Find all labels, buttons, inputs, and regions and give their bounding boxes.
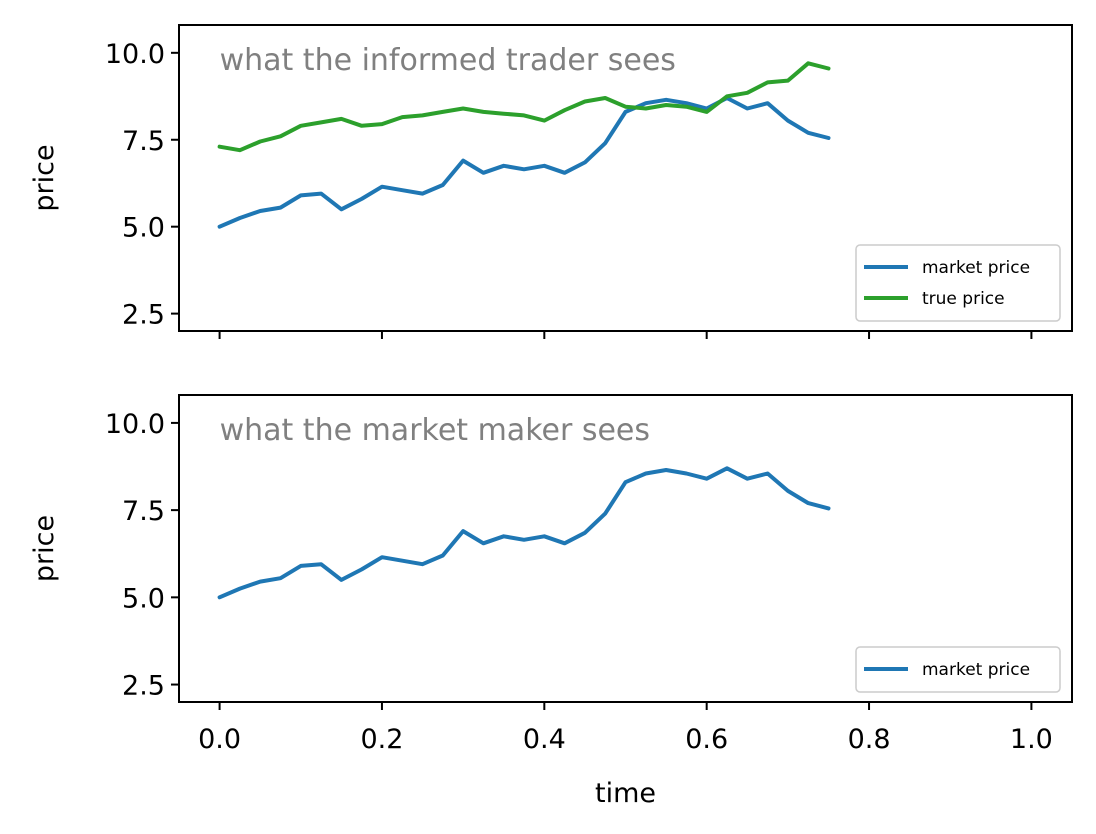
legend-box	[855, 646, 1061, 693]
y-tick-label: 5.0	[122, 213, 165, 244]
legend: market price	[855, 646, 1061, 693]
y-tick-label: 7.5	[122, 126, 165, 157]
x-tick-label: 1.0	[1010, 724, 1053, 755]
y-tick-label: 2.5	[122, 671, 165, 702]
series-line-market-price	[217, 466, 831, 600]
panel-annotation: what the informed trader sees	[220, 43, 676, 78]
x-tick-label: 0.6	[685, 724, 728, 755]
legend-label: true price	[922, 289, 1005, 309]
legend-label: market price	[922, 660, 1030, 680]
series-line-true-price	[217, 61, 831, 153]
y-axis-label: price	[29, 144, 60, 211]
axes-frame	[178, 394, 1073, 703]
y-axis-label: price	[29, 515, 60, 582]
legend-box	[855, 244, 1061, 322]
y-tick-label: 2.5	[122, 300, 165, 331]
y-tick-label: 10.0	[105, 409, 165, 440]
axes-frame	[178, 24, 1073, 332]
panel-market-maker: 2.5 5.0 7.5 10.0 0.0 0.2 0.4 0.6 0.8 1.0 price time…	[29, 394, 1073, 809]
legend: market price true price	[855, 244, 1061, 322]
panel-annotation: what the market maker sees	[220, 413, 650, 448]
x-tick-label: 0.0	[198, 724, 241, 755]
legend-label: market price	[922, 258, 1030, 278]
x-tick-label: 0.8	[848, 724, 891, 755]
y-tick-label: 10.0	[105, 39, 165, 70]
x-tick-label: 0.4	[523, 724, 566, 755]
panel-informed-trader: 2.5 5.0 7.5 10.0 price what the informed trad…	[29, 24, 1073, 339]
y-tick-label: 5.0	[122, 583, 165, 614]
y-tick-label: 7.5	[122, 496, 165, 527]
x-tick-label: 0.2	[360, 724, 403, 755]
x-axis-label: time	[595, 778, 656, 809]
